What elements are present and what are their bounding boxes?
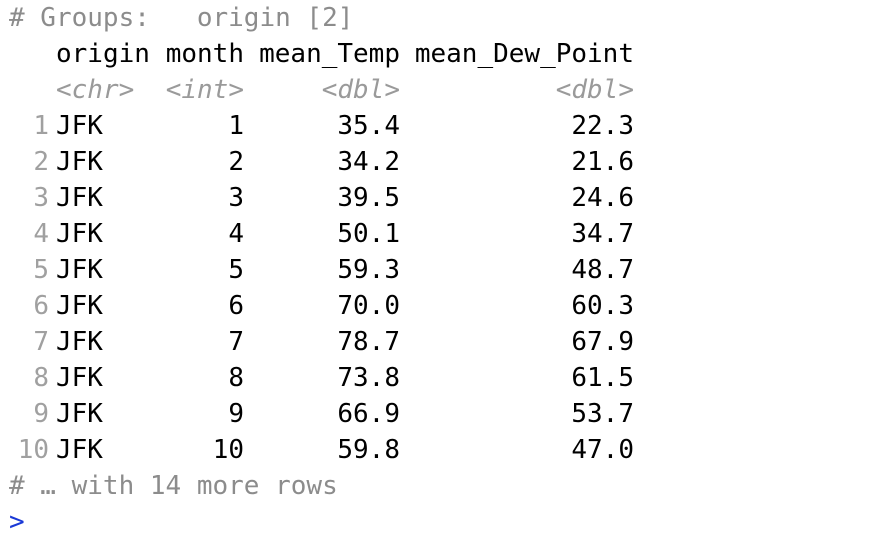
column-header-origin: origin [56,39,150,69]
row-number: 6 [33,291,49,321]
row-number: 5 [33,255,49,285]
table-row: 2 JFK 2 34.2 21.6 [9,144,879,180]
cell-month: 6 [228,291,244,321]
row-number: 8 [33,363,49,393]
cell-origin: JFK [56,147,103,177]
cell-mean-dew-point: 67.9 [571,327,634,357]
console-prompt[interactable]: > [9,507,25,537]
cell-origin: JFK [56,291,103,321]
column-type-mean-temp: <dbl> [321,75,400,105]
column-header-mean-dew-point: mean_Dew_Point [414,39,634,69]
table-body: 1 JFK 1 35.4 22.3 2 JFK 2 34.2 21.6 3 JFK 3 39.5 24.6 4… [9,108,879,468]
cell-mean-temp: 66.9 [337,399,400,429]
table-row: 1 JFK 1 35.4 22.3 [9,108,879,144]
cell-mean-temp: 59.3 [337,255,400,285]
cell-mean-temp: 73.8 [337,363,400,393]
cell-month: 4 [228,219,244,249]
cell-mean-dew-point: 53.7 [571,399,634,429]
cell-mean-dew-point: 48.7 [571,255,634,285]
row-number: 7 [33,327,49,357]
cell-month: 2 [228,147,244,177]
cell-mean-dew-point: 22.3 [571,111,634,141]
cell-mean-temp: 35.4 [337,111,400,141]
cell-origin: JFK [56,255,103,285]
column-header-mean-temp: mean_Temp [259,39,400,69]
cell-mean-dew-point: 21.6 [571,147,634,177]
row-number: 10 [17,435,49,465]
column-type-mean-dew-point: <dbl> [555,75,634,105]
cell-mean-dew-point: 34.7 [571,219,634,249]
column-header-month: month [165,39,244,69]
cell-origin: JFK [56,327,103,357]
cell-origin: JFK [56,111,103,141]
column-type-row: <chr> <int> <dbl> <dbl> [9,72,879,108]
row-number: 3 [33,183,49,213]
column-type-origin: <chr> [56,75,135,105]
column-type-month: <int> [165,75,244,105]
cell-mean-temp: 78.7 [337,327,400,357]
table-row: 6 JFK 6 70.0 60.3 [9,288,879,324]
cell-mean-dew-point: 47.0 [571,435,634,465]
cell-origin: JFK [56,183,103,213]
cell-mean-temp: 59.8 [337,435,400,465]
cell-month: 7 [228,327,244,357]
cell-month: 5 [228,255,244,285]
row-number: 4 [33,219,49,249]
cell-mean-dew-point: 24.6 [571,183,634,213]
cell-mean-temp: 50.1 [337,219,400,249]
cell-mean-temp: 39.5 [337,183,400,213]
table-row: 9 JFK 9 66.9 53.7 [9,396,879,432]
cell-origin: JFK [56,435,103,465]
cell-month: 9 [228,399,244,429]
table-row: 8 JFK 8 73.8 61.5 [9,360,879,396]
column-header-row: origin month mean_Temp mean_Dew_Point [9,36,879,72]
cell-mean-temp: 34.2 [337,147,400,177]
cell-month: 3 [228,183,244,213]
table-row: 4 JFK 4 50.1 34.7 [9,216,879,252]
cell-month: 1 [228,111,244,141]
table-row: 10 JFK 10 59.8 47.0 [9,432,879,468]
more-rows-comment: # … with 14 more rows [9,471,338,501]
cell-mean-dew-point: 60.3 [571,291,634,321]
r-console-output: # Groups: origin [2] origin month mean_T… [9,0,879,540]
cell-mean-temp: 70.0 [337,291,400,321]
row-number: 9 [33,399,49,429]
row-number: 2 [33,147,49,177]
groups-comment: # Groups: origin [2] [9,3,354,33]
cell-month: 8 [228,363,244,393]
row-number: 1 [33,111,49,141]
cell-origin: JFK [56,363,103,393]
cell-mean-dew-point: 61.5 [571,363,634,393]
cell-origin: JFK [56,399,103,429]
cell-month: 10 [212,435,244,465]
table-row: 7 JFK 7 78.7 67.9 [9,324,879,360]
table-row: 3 JFK 3 39.5 24.6 [9,180,879,216]
table-row: 5 JFK 5 59.3 48.7 [9,252,879,288]
cell-origin: JFK [56,219,103,249]
